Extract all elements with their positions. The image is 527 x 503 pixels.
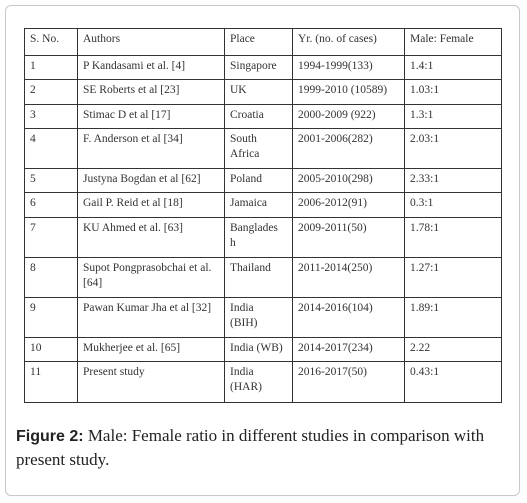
table-cell: 2016-2017(50) <box>292 361 405 403</box>
table-row: 4 F. Anderson et al [34] South Africa 2001-… <box>24 128 502 169</box>
table-cell: 3 <box>24 104 78 129</box>
table-cell: Justyna Bogdan et al [62] <box>77 168 225 193</box>
table-cell: 9 <box>24 297 78 338</box>
caption-label: Figure 2: <box>16 428 84 445</box>
table-cell: 2005-2010(298) <box>292 168 405 193</box>
table-cell: 10 <box>24 337 78 362</box>
table-cell: 1.03:1 <box>404 79 502 105</box>
table-cell: Croatia <box>224 104 293 129</box>
table-cell: 2 <box>24 79 78 105</box>
table-cell: India (HAR) <box>224 361 293 403</box>
table-cell: Poland <box>224 168 293 193</box>
table-cell: 2000-2009 (922) <box>292 104 405 129</box>
table-row: 11 Present study India (HAR) 2016-2017(50) 0… <box>24 361 502 403</box>
table-cell: 0.3:1 <box>404 192 502 218</box>
table-cell: India (BIH) <box>224 297 293 338</box>
table-cell: 2006-2012(91) <box>292 192 405 218</box>
table-cell: KU Ahmed et al. [63] <box>77 217 225 258</box>
table-cell: 1999-2010 (10589) <box>292 79 405 105</box>
table-cell: 0.43:1 <box>404 361 502 403</box>
header-cell: Male: Female <box>404 28 502 56</box>
table-cell: 2.33:1 <box>404 168 502 193</box>
caption: Figure 2: Male: Female ratio in differen… <box>16 424 516 471</box>
data-table: S. No. Authors Place Yr. (no. of cases) Male… <box>24 28 502 403</box>
table-cell: 1.78:1 <box>404 217 502 258</box>
table-cell: 1.89:1 <box>404 297 502 338</box>
table-cell: 2014-2017(234) <box>292 337 405 362</box>
table-cell: 4 <box>24 128 78 169</box>
table-cell: 2009-2011(50) <box>292 217 405 258</box>
table-cell: 11 <box>24 361 78 403</box>
header-cell: Place <box>224 28 293 56</box>
table-row: 9 Pawan Kumar Jha et al [32] India (BIH) 20… <box>24 297 502 338</box>
table-cell: Pawan Kumar Jha et al [32] <box>77 297 225 338</box>
table-cell: 5 <box>24 168 78 193</box>
table-cell: Present study <box>77 361 225 403</box>
table-row: 2 SE Roberts et al [23] UK 1999-2010 (10589… <box>24 79 502 105</box>
table-row: 3 Stimac D et al [17] Croatia 2000-2009 (92… <box>24 104 502 129</box>
table-cell: Gail P. Reid et al [18] <box>77 192 225 218</box>
table-cell: 2001-2006(282) <box>292 128 405 169</box>
header-cell: Yr. (no. of cases) <box>292 28 405 56</box>
table-cell: 2014-2016(104) <box>292 297 405 338</box>
table-cell: 2011-2014(250) <box>292 257 405 298</box>
header-cell: Authors <box>77 28 225 56</box>
table-cell: Singapore <box>224 55 293 80</box>
table-cell: F. Anderson et al [34] <box>77 128 225 169</box>
table-cell: Jamaica <box>224 192 293 218</box>
table-cell: Thailand <box>224 257 293 298</box>
figure-frame <box>5 5 520 496</box>
table-cell: 8 <box>24 257 78 298</box>
table-cell: 1.4:1 <box>404 55 502 80</box>
table-cell: 2.22 <box>404 337 502 362</box>
table-cell: 1 <box>24 55 78 80</box>
header-cell: S. No. <box>24 28 78 56</box>
table-cell: 1.3:1 <box>404 104 502 129</box>
table-cell: Banglades h <box>224 217 293 258</box>
table-row: 6 Gail P. Reid et al [18] Jamaica 2006-2012… <box>24 192 502 218</box>
table-cell: Mukherjee et al. [65] <box>77 337 225 362</box>
table-cell: 1.27:1 <box>404 257 502 298</box>
table-cell: 2.03:1 <box>404 128 502 169</box>
table-row: 8 Supot Pongprasobchai et al. [64] Thailan… <box>24 257 502 298</box>
table-cell: P Kandasami et al. [4] <box>77 55 225 80</box>
table-cell: UK <box>224 79 293 105</box>
table-row: 7 KU Ahmed et al. [63] Banglades h 2009-201… <box>24 217 502 258</box>
table-row: 10 Mukherjee et al. [65] India (WB) 2014-20… <box>24 337 502 362</box>
table-cell: 6 <box>24 192 78 218</box>
table-cell: South Africa <box>224 128 293 169</box>
table-cell: 7 <box>24 217 78 258</box>
header-row: S. No. Authors Place Yr. (no. of cases) Male… <box>24 28 502 56</box>
table-cell: Stimac D et al [17] <box>77 104 225 129</box>
caption-text: Male: Female ratio in different studies … <box>16 426 485 469</box>
table-cell: 1994-1999(133) <box>292 55 405 80</box>
table-cell: India (WB) <box>224 337 293 362</box>
table-cell: Supot Pongprasobchai et al. [64] <box>77 257 225 298</box>
table-cell: SE Roberts et al [23] <box>77 79 225 105</box>
table-row: 5 Justyna Bogdan et al [62] Poland 2005-201… <box>24 168 502 193</box>
